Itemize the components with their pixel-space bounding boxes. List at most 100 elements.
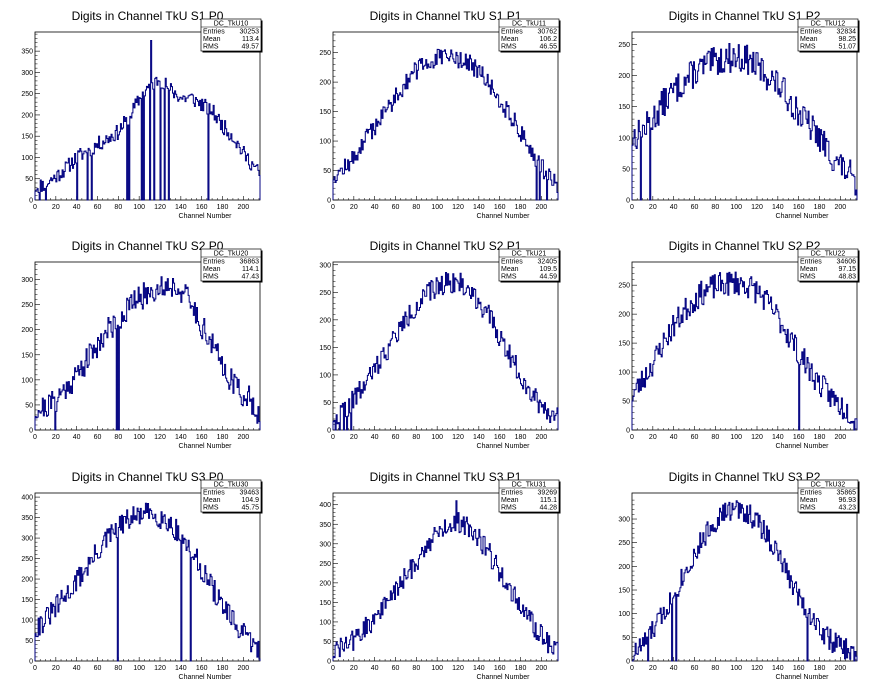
x-tick-label: 100 <box>133 665 145 672</box>
y-tick-label: 300 <box>319 541 331 548</box>
stats-frame <box>498 248 560 282</box>
y-tick-label: 150 <box>618 341 630 348</box>
x-tick-label: 20 <box>52 665 60 672</box>
x-tick-label: 20 <box>350 434 358 441</box>
stats-name: DC_TkU11 <box>512 21 546 28</box>
y-tick-label: 200 <box>618 73 630 80</box>
x-tick-label: 200 <box>834 665 846 672</box>
stats-rms-value: 45.75 <box>241 505 259 512</box>
y-tick-label: 0 <box>626 659 630 666</box>
x-tick-label: 180 <box>515 434 527 441</box>
chart-panel: Digits in Channel TkU S2 P2 0 20 40 60 80 100 1… <box>618 239 860 450</box>
stats-name: DC_TkU32 <box>811 482 846 489</box>
x-tick-label: 80 <box>412 434 420 441</box>
plot-frame <box>332 492 559 662</box>
x-tick-label: 120 <box>751 665 763 672</box>
x-axis-label: Channel Number <box>477 443 531 450</box>
y-tick-label: 100 <box>319 372 331 379</box>
x-tick-label: 40 <box>670 665 678 672</box>
x-tick-label: 120 <box>154 204 166 211</box>
y-tick-label: 0 <box>327 198 331 205</box>
stats-entries-label: Entries <box>800 259 822 266</box>
y-tick-label: 150 <box>618 588 630 595</box>
x-tick-label: 200 <box>237 665 249 672</box>
chart-title: Digits in Channel TkU S1 P1 <box>370 9 522 23</box>
x-tick-label: 60 <box>94 204 102 211</box>
stats-rms-value: 51.07 <box>838 44 856 51</box>
x-tick-label: 100 <box>730 665 742 672</box>
stats-mean-label: Mean <box>203 266 221 273</box>
chart-panel: Digits in Channel TkU S3 P2 0 20 40 60 80 100 1… <box>618 470 860 681</box>
chart-panel: Digits in Channel TkU S1 P0 0 20 40 60 80 100 1… <box>21 9 263 220</box>
stats-entries-value: 39269 <box>538 490 558 497</box>
x-tick-label: 100 <box>133 434 145 441</box>
stats-mean-label: Mean <box>501 266 519 273</box>
y-tick-label: 100 <box>618 370 630 377</box>
y-tick-label: 50 <box>323 168 331 175</box>
y-tick-label: 200 <box>319 580 331 587</box>
plot-frame <box>631 261 858 431</box>
x-tick-label: 160 <box>793 434 805 441</box>
stats-entries-label: Entries <box>800 490 822 497</box>
x-tick-label: 60 <box>691 665 699 672</box>
stats-entries-label: Entries <box>501 259 523 266</box>
stats-mean-value: 96.93 <box>838 497 856 504</box>
stats-mean-label: Mean <box>501 497 519 504</box>
x-tick-label: 80 <box>711 434 719 441</box>
chart-title: Digits in Channel TkU S2 P0 <box>72 239 224 253</box>
x-tick-label: 60 <box>691 434 699 441</box>
x-tick-label: 80 <box>711 665 719 672</box>
stats-mean-label: Mean <box>501 36 519 43</box>
x-tick-label: 160 <box>793 665 805 672</box>
y-tick-label: 200 <box>618 564 630 571</box>
x-tick-label: 140 <box>473 434 485 441</box>
y-tick-label: 100 <box>21 155 33 162</box>
x-tick-label: 160 <box>494 204 506 211</box>
x-tick-label: 160 <box>196 434 208 441</box>
stats-entries-label: Entries <box>203 259 225 266</box>
x-tick-label: 120 <box>452 665 464 672</box>
y-tick-label: 0 <box>29 198 33 205</box>
histogram-series <box>332 500 559 661</box>
chart-title: Digits in Channel TkU S2 P1 <box>370 239 522 253</box>
y-tick-label: 250 <box>618 540 630 547</box>
stats-entries-label: Entries <box>501 29 523 36</box>
y-tick-label: 250 <box>319 561 331 568</box>
x-tick-label: 120 <box>452 204 464 211</box>
x-tick-label: 160 <box>196 665 208 672</box>
y-tick-label: 200 <box>319 317 331 324</box>
y-tick-label: 0 <box>29 428 33 435</box>
y-tick-label: 50 <box>622 399 630 406</box>
x-tick-label: 40 <box>371 204 379 211</box>
x-axis-label: Channel Number <box>776 674 830 681</box>
stats-rms-value: 48.83 <box>838 274 856 281</box>
stats-rms-label: RMS <box>501 274 517 281</box>
x-tick-label: 100 <box>431 204 443 211</box>
x-tick-label: 180 <box>217 665 229 672</box>
y-tick-label: 50 <box>323 400 331 407</box>
x-tick-label: 80 <box>114 434 122 441</box>
x-tick-label: 20 <box>52 434 60 441</box>
stats-rms-value: 44.28 <box>539 505 557 512</box>
stats-entries-value: 32834 <box>837 29 857 36</box>
y-tick-label: 200 <box>21 327 33 334</box>
x-tick-label: 60 <box>691 204 699 211</box>
x-tick-label: 200 <box>834 434 846 441</box>
stats-entries-label: Entries <box>800 29 822 36</box>
stats-entries-value: 35865 <box>837 490 857 497</box>
y-tick-label: 400 <box>21 495 33 502</box>
x-axis-label: Channel Number <box>179 443 233 450</box>
y-tick-label: 100 <box>21 377 33 384</box>
x-axis-label: Channel Number <box>179 674 233 681</box>
x-tick-label: 80 <box>114 665 122 672</box>
x-axis-label: Channel Number <box>776 443 830 450</box>
x-tick-label: 100 <box>431 665 443 672</box>
y-tick-label: 250 <box>618 42 630 49</box>
y-tick-label: 200 <box>319 80 331 87</box>
x-tick-label: 20 <box>350 204 358 211</box>
x-tick-label: 80 <box>711 204 719 211</box>
histogram-series <box>34 502 261 662</box>
